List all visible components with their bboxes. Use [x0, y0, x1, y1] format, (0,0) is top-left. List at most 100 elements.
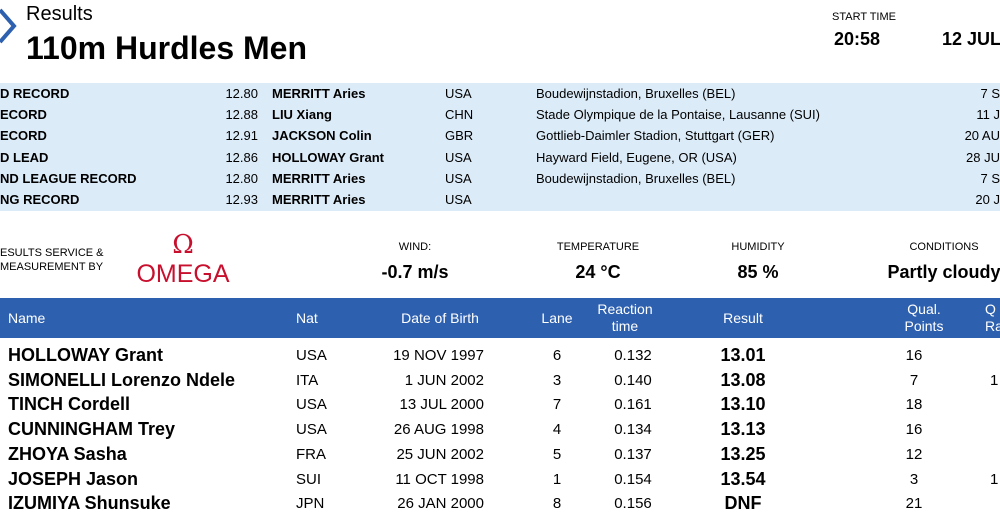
- record-date: 11 J: [976, 107, 1000, 123]
- column-header: Name: [8, 310, 45, 327]
- result: 13.01: [720, 345, 766, 365]
- title: 110m Hurdles Men: [26, 30, 307, 66]
- record-venue: Hayward Field, Eugene, OR (USA): [536, 149, 737, 165]
- reaction-time: 0.156: [614, 495, 652, 513]
- condition-label: HUMIDITY: [731, 241, 785, 253]
- omega-symbol: Ω: [172, 230, 194, 260]
- column-header: Date of Birth: [370, 310, 510, 327]
- column-header: Result: [703, 310, 783, 327]
- athlete-nat: SUI: [296, 470, 322, 488]
- result: DNF: [724, 493, 762, 514]
- record-date: 7 S: [980, 86, 1000, 101]
- record-holder: MERRITT Aries: [272, 192, 366, 207]
- column-header: Nat: [296, 310, 318, 327]
- column-header: Reaction time: [580, 301, 670, 335]
- lane: 5: [552, 445, 562, 463]
- athlete-dob: 13 JUL 2000: [399, 396, 484, 414]
- record-nat: USA: [445, 149, 472, 165]
- record-holder: JACKSON Colin: [272, 128, 372, 144]
- record-mark: 12.80: [225, 170, 258, 186]
- athlete-dob: 1 JUN 2002: [404, 371, 484, 389]
- qual-points: 12: [905, 445, 923, 463]
- qual-points: 3: [909, 470, 919, 488]
- athlete-name: ZHOYA Sasha: [8, 443, 127, 464]
- reaction-time: 0.154: [614, 470, 652, 488]
- record-label: ND LEAGUE RECORD: [0, 170, 137, 186]
- condition-label: CONDITIONS: [909, 241, 979, 253]
- lane: 1: [552, 470, 562, 488]
- record-nat: GBR: [445, 128, 474, 144]
- condition-label: WIND:: [398, 241, 432, 253]
- result: 13.13: [720, 419, 766, 440]
- record-venue: Boudewijnstadion, Bruxelles (BEL): [536, 170, 736, 186]
- record-nat: USA: [445, 192, 472, 207]
- service-line: MEASUREMENT BY: [0, 261, 104, 273]
- athlete-nat: USA: [296, 347, 327, 364]
- lane: 4: [552, 421, 562, 439]
- athlete-dob: 26 JAN 2000: [397, 495, 484, 513]
- column-header-line: Lane: [541, 310, 573, 326]
- athlete-dob: 25 JUN 2002: [396, 445, 484, 463]
- record-nat: USA: [445, 86, 472, 101]
- record-mark: 12.80: [225, 86, 258, 101]
- column-header: Lane: [517, 310, 597, 327]
- lane: 7: [552, 396, 562, 414]
- qual-points: 16: [905, 421, 923, 439]
- condition-value: 24 °C: [575, 262, 621, 282]
- column-header-line: Date of Birth: [401, 310, 479, 326]
- athlete-nat: USA: [296, 396, 327, 414]
- column-header-line: Ra: [985, 318, 1000, 334]
- qual-rank: 1: [990, 371, 999, 389]
- condition-value: -0.7 m/s: [381, 262, 449, 282]
- record-nat: USA: [445, 170, 472, 186]
- record-mark: 12.91: [225, 128, 258, 144]
- record-mark: 12.93: [225, 192, 258, 207]
- qual-points: 7: [909, 371, 919, 389]
- column-header-line: Name: [8, 310, 46, 326]
- qual-points: 16: [905, 347, 923, 364]
- record-mark: 12.88: [225, 107, 258, 123]
- record-venue: Stade Olympique de la Pontaise, Lausanne…: [536, 107, 821, 123]
- condition-label: TEMPERATURE: [556, 241, 640, 253]
- column-header-line: Qual.: [907, 301, 941, 317]
- record-label: ECORD: [0, 107, 47, 123]
- athlete-name: TINCH Cordell: [8, 394, 131, 415]
- record-mark: 12.86: [225, 149, 258, 165]
- record-label: NG RECORD: [0, 192, 80, 207]
- athlete-name: JOSEPH Jason: [8, 468, 139, 489]
- reaction-time: 0.140: [614, 371, 652, 389]
- athlete-nat: FRA: [296, 445, 326, 463]
- condition-value: 85 %: [737, 262, 779, 282]
- reaction-time: 0.137: [614, 445, 652, 463]
- lane: 6: [552, 347, 562, 364]
- column-header-line: Points: [904, 318, 944, 334]
- record-holder: MERRITT Aries: [272, 170, 366, 186]
- reaction-time: 0.161: [614, 396, 652, 414]
- qual-points: 21: [905, 495, 923, 513]
- start-time: 20:58: [834, 29, 881, 49]
- reaction-time: 0.134: [614, 421, 652, 439]
- athlete-dob: 11 OCT 1998: [395, 470, 484, 488]
- athlete-name: SIMONELLI Lorenzo Ndele: [8, 369, 236, 390]
- record-venue: Boudewijnstadion, Bruxelles (BEL): [536, 86, 736, 101]
- athlete-name: IZUMIYA Shunsuke: [8, 493, 171, 514]
- result: 13.10: [720, 394, 766, 415]
- date: 12 JUL: [942, 29, 1000, 49]
- athlete-dob: 26 AUG 1998: [393, 421, 484, 439]
- record-holder: LIU Xiang: [272, 107, 332, 123]
- column-header-line: time: [611, 318, 639, 334]
- record-date: 20 AU: [964, 128, 1000, 144]
- omega-wordmark: OMEGA: [136, 260, 230, 288]
- column-header: Q Ra: [985, 301, 1000, 335]
- record-nat: CHN: [445, 107, 474, 123]
- athlete-nat: JPN: [296, 495, 325, 513]
- record-date: 28 JU: [966, 149, 1000, 165]
- qual-points: 18: [905, 396, 923, 414]
- record-label: D RECORD: [0, 86, 70, 101]
- start-time-label: START TIME: [832, 11, 896, 23]
- record-date: 20 J: [975, 192, 1000, 207]
- reaction-time: 0.132: [614, 347, 652, 364]
- record-date: 7 S: [980, 170, 1000, 186]
- record-label: ECORD: [0, 128, 47, 144]
